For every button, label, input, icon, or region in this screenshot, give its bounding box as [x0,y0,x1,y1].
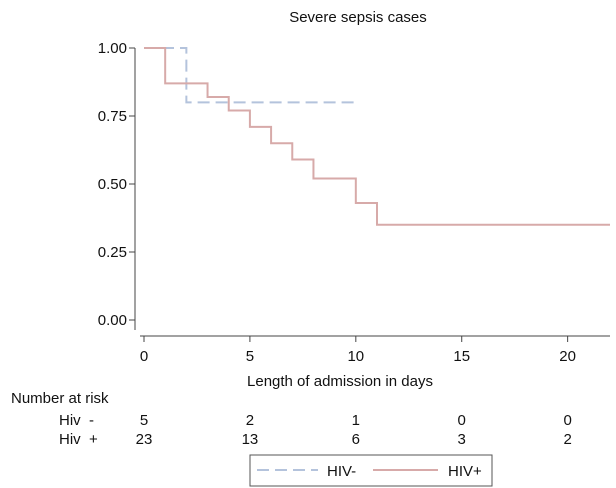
risk-count: 3 [458,431,466,448]
series-line-hiv-neg [144,47,356,104]
legend-label-hiv-pos: HIV+ [448,463,482,480]
x-tick-label: 10 [347,348,364,365]
risk-count: 0 [563,412,571,429]
risk-count: 6 [352,431,360,448]
chart-title: Severe sepsis cases [289,9,427,26]
risk-table-heading: Number at risk [11,390,109,407]
series-line-hiv-pos [144,47,610,226]
risk-count: 13 [242,431,259,448]
risk-count: 1 [352,412,360,429]
legend-label-hiv-neg: HIV- [327,463,356,480]
x-ticks: 0 5 10 15 20 [140,336,576,365]
survival-curves [144,47,610,226]
risk-count: 23 [136,431,153,448]
risk-count: 5 [140,412,148,429]
risk-row-label: Hiv + [59,431,98,448]
y-tick-label: 0.25 [98,244,127,261]
y-ticks: 0.00 0.25 0.50 0.75 1.00 [98,40,135,329]
risk-row-label: Hiv - [59,412,94,429]
risk-count: 2 [246,412,254,429]
x-tick-label: 20 [559,348,576,365]
legend-box [249,454,493,487]
y-tick-label: 0.50 [98,176,127,193]
risk-count: 0 [458,412,466,429]
risk-table: Hiv - 5 2 1 0 0 Hiv + 23 13 6 3 2 [59,412,572,448]
x-tick-label: 0 [140,348,148,365]
risk-count: 2 [563,431,571,448]
x-axis-label: Length of admission in days [247,373,433,390]
legend: HIV- HIV+ [249,454,493,487]
y-tick-label: 0.00 [98,312,127,329]
y-tick-label: 0.75 [98,108,127,125]
x-tick-label: 15 [453,348,470,365]
y-tick-label: 1.00 [98,40,127,57]
x-tick-label: 5 [246,348,254,365]
